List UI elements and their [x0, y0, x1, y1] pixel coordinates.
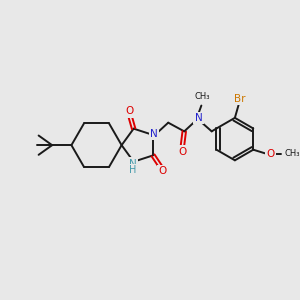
Text: O: O: [266, 148, 275, 159]
Text: Br: Br: [234, 94, 245, 103]
Text: O: O: [126, 106, 134, 116]
Text: N: N: [195, 113, 202, 123]
Text: CH₃: CH₃: [195, 92, 210, 101]
Text: N: N: [150, 129, 158, 139]
Text: N: N: [129, 159, 136, 169]
Text: O: O: [178, 147, 186, 157]
Text: H: H: [129, 165, 136, 176]
Text: CH₃: CH₃: [284, 149, 300, 158]
Text: O: O: [159, 166, 167, 176]
